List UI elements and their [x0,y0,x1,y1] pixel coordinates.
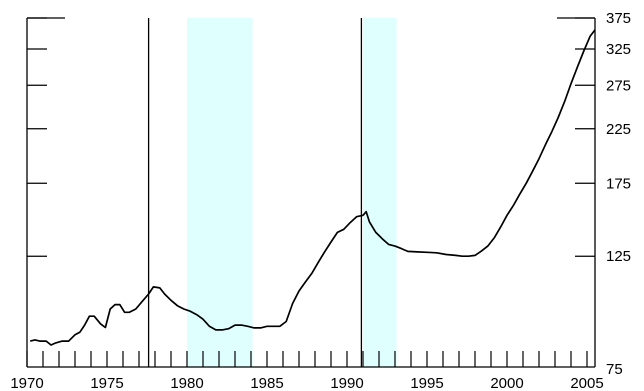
x-tick-label: 1995 [410,375,443,391]
x-tick-label: 1970 [10,375,43,391]
y-tick-label: 225 [606,121,631,138]
shaded-periods [187,18,397,367]
series-lines [29,29,596,346]
vertical-markers [147,18,363,367]
plot-frame [26,17,596,368]
y-tick-label: 75 [606,361,623,378]
x-axis: 1970 1975 1980 1985 1990 1995 2000 2005 [10,351,604,391]
shaded-period [363,18,397,367]
x-tick-label: 1990 [330,375,363,391]
y-tick-label: 175 [606,175,631,192]
y-axis: 75 125 175 225 275 325 375 [27,10,631,378]
x-tick-label: 1980 [170,375,203,391]
y-tick-label: 125 [606,248,631,265]
x-tick-label: 1975 [90,375,123,391]
x-tick-label: 2005 [570,375,603,391]
series-line [29,29,596,346]
shaded-period [187,18,253,367]
y-tick-label: 275 [606,77,631,94]
x-tick-label: 1985 [250,375,283,391]
x-tick-label: 2000 [490,375,523,391]
y-tick-label: 325 [606,41,631,58]
y-tick-label: 375 [606,10,631,27]
